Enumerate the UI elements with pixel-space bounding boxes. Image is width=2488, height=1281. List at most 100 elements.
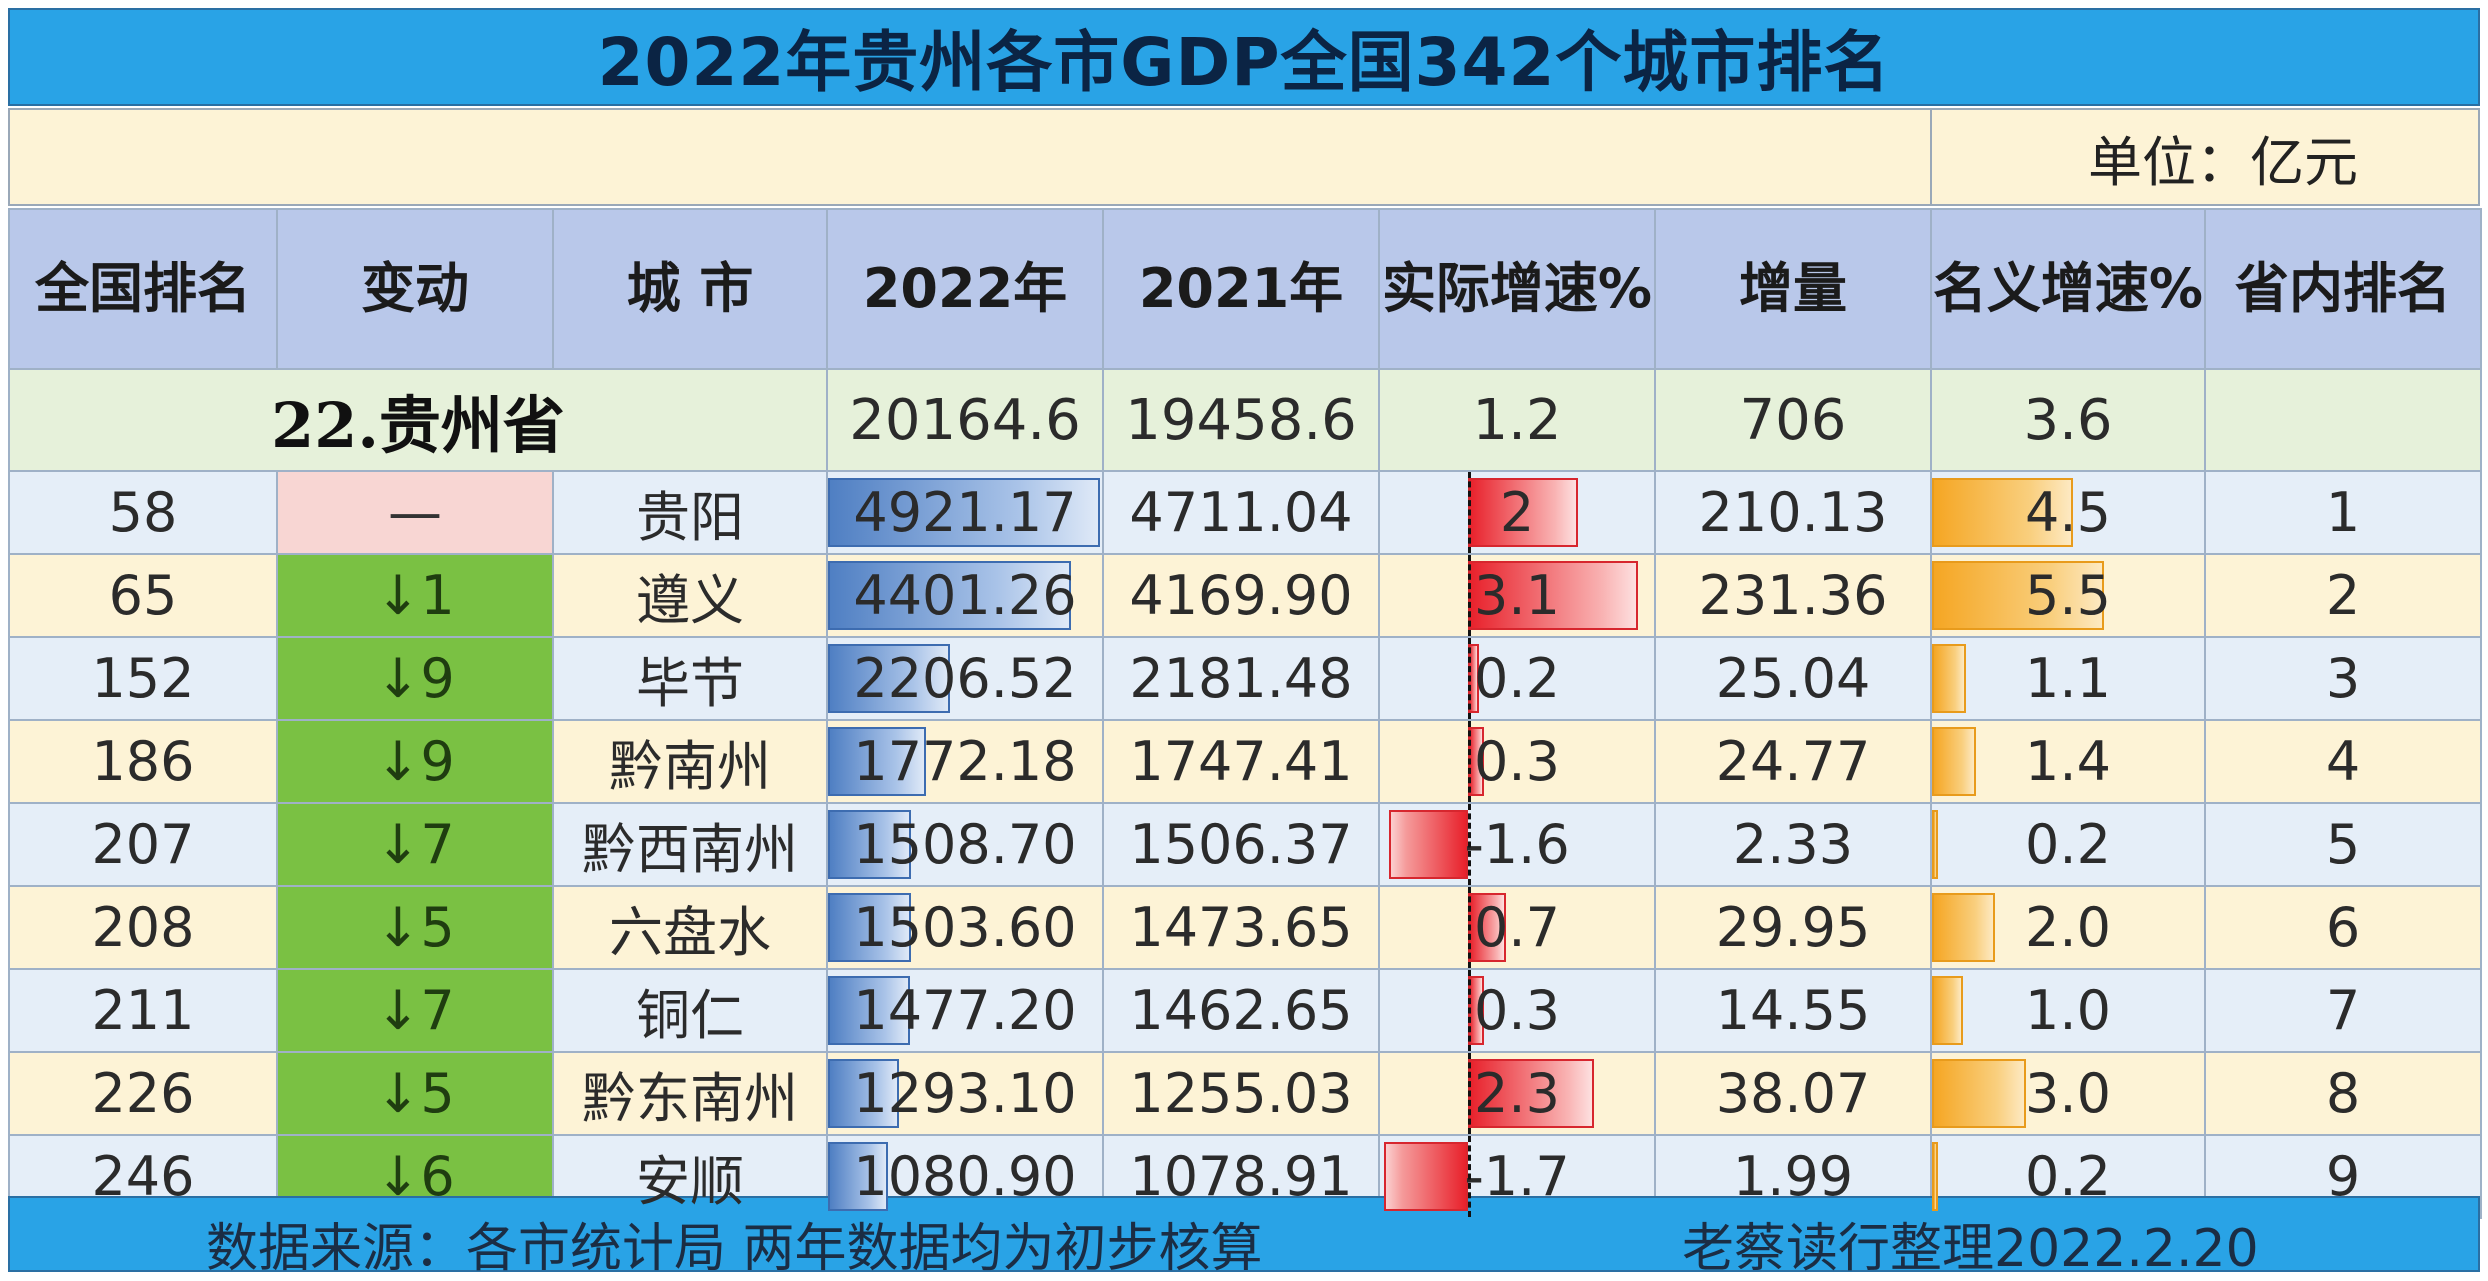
city-name-cell-value: 黔东南州	[582, 1067, 798, 1130]
increase-cell-value: 38.07	[1715, 1062, 1871, 1125]
increase-cell-value: 231.36	[1698, 564, 1888, 627]
national-rank-cell: 226	[8, 1051, 278, 1136]
change-cell: ↓7	[276, 802, 554, 887]
gdp-2022-cell: 4401.26	[826, 553, 1104, 638]
nominal-growth-cell-value: 0.2	[2025, 1145, 2111, 1208]
gdp-2021-cell: 1462.65	[1102, 968, 1380, 1053]
real-growth-zero-axis	[1468, 888, 1471, 967]
nominal-growth-cell: 1.0	[1930, 968, 2206, 1053]
table-row: 208 ↓5 六盘水 1503.60 1473.65 0.7 29.95 2.0 6	[8, 885, 2482, 970]
nominal-growth-bar	[1933, 644, 1967, 713]
footer-credit: 老蔡读行整理2022.2.20	[1682, 1219, 2259, 1279]
province-increase: 706	[1654, 368, 1932, 472]
gdp-2021-cell-value: 1078.91	[1129, 1145, 1353, 1208]
nominal-growth-cell: 1.4	[1930, 719, 2206, 804]
city-name-cell-value: 遵义	[636, 569, 744, 632]
real-growth-cell: 0.7	[1378, 885, 1656, 970]
change-cell-value: ↓9	[375, 730, 455, 793]
gdp-2021-cell-value: 4711.04	[1129, 481, 1353, 544]
nominal-growth-cell-value: 5.5	[2025, 564, 2111, 627]
province-rank-cell: 8	[2204, 1051, 2482, 1136]
real-growth-zero-axis	[1468, 556, 1471, 635]
nominal-growth-bar	[1933, 976, 1964, 1045]
national-rank-cell: 211	[8, 968, 278, 1053]
header-row: 全国排名 变动 城 市 2022年 2021年 实际增速% 增量 名义增速% 省…	[8, 208, 2482, 370]
city-name-cell-value: 毕节	[636, 652, 744, 715]
real-growth-zero-axis	[1468, 722, 1471, 801]
gdp-2022-bar	[829, 561, 1072, 630]
gdp-2022-cell: 1508.70	[826, 802, 1104, 887]
gdp-2022-cell-value: 1503.60	[853, 896, 1077, 959]
header-change: 变动	[276, 208, 554, 370]
real-growth-zero-axis	[1468, 473, 1471, 552]
table-row: 186 ↓9 黔南州 1772.18 1747.41 0.3 24.77 1.4 4	[8, 719, 2482, 804]
nominal-growth-cell: 4.5	[1930, 470, 2206, 555]
city-name-cell: 黔东南州	[552, 1051, 828, 1136]
province-rank-cell-value: 6	[2325, 896, 2361, 959]
gdp-2021-cell: 2181.48	[1102, 636, 1380, 721]
province-rank-cell: 7	[2204, 968, 2482, 1053]
nominal-growth-cell: 2.0	[1930, 885, 2206, 970]
table-row: 207 ↓7 黔西南州 1508.70 1506.37 -1.6 2.33 0.2 5	[8, 802, 2482, 887]
city-name-cell: 贵阳	[552, 470, 828, 555]
gdp-2021-cell: 4711.04	[1102, 470, 1380, 555]
province-rank-cell-value: 7	[2325, 979, 2361, 1042]
province-rank-cell	[2204, 368, 2482, 472]
gdp-2021-cell: 1255.03	[1102, 1051, 1380, 1136]
increase-cell: 231.36	[1654, 553, 1932, 638]
increase-cell-value: 25.04	[1715, 647, 1871, 710]
real-growth-zero-axis	[1468, 971, 1471, 1050]
header-gdp-2022: 2022年	[826, 208, 1104, 370]
gdp-2021-cell-value: 1462.65	[1129, 979, 1353, 1042]
nominal-growth-bar	[1933, 1142, 1939, 1211]
increase-cell-value: 1.99	[1732, 1145, 1854, 1208]
province-rank-cell: 1	[2204, 470, 2482, 555]
real-growth-cell-value: 0.2	[1474, 647, 1560, 710]
nominal-growth-cell-value: 1.4	[2025, 730, 2111, 793]
gdp-2022-cell-value: 1477.20	[853, 979, 1077, 1042]
gdp-2022-bar	[829, 644, 950, 713]
national-rank-cell-value: 246	[91, 1145, 195, 1208]
national-rank-cell-value: 58	[108, 481, 178, 544]
nominal-growth-bar	[1933, 810, 1939, 879]
nominal-growth-cell-value: 3.0	[2025, 1062, 2111, 1125]
increase-cell: 210.13	[1654, 470, 1932, 555]
city-name-cell-value: 安顺	[636, 1150, 744, 1213]
gdp-2022-cell-value: 4401.26	[853, 564, 1077, 627]
increase-cell-value: 210.13	[1698, 481, 1888, 544]
gdp-2022-cell: 1477.20	[826, 968, 1104, 1053]
national-rank-cell: 58	[8, 470, 278, 555]
table-row: 152 ↓9 毕节 2206.52 2181.48 0.2 25.04 1.1 3	[8, 636, 2482, 721]
city-name-cell-value: 黔西南州	[582, 818, 798, 881]
gdp-2021-cell: 1078.91	[1102, 1134, 1380, 1219]
province-rank-cell-value: 2	[2325, 564, 2361, 627]
gdp-2021-cell-value: 4169.90	[1129, 564, 1353, 627]
province-summary-row: 22.贵州省 20164.6 19458.6 1.2 706 3.6	[8, 368, 2482, 472]
change-cell-value: ↓1	[375, 564, 455, 627]
gdp-2022-bar	[829, 727, 926, 796]
city-name-cell-value: 六盘水	[609, 901, 771, 964]
province-rank-cell-value: 9	[2325, 1145, 2361, 1208]
gdp-2021-cell-value: 2181.48	[1129, 647, 1353, 710]
header-nominal-growth: 名义增速%	[1930, 208, 2206, 370]
real-growth-cell: 2.3	[1378, 1051, 1656, 1136]
province-rank-cell: 5	[2204, 802, 2482, 887]
real-growth-zero-axis	[1468, 1137, 1471, 1216]
gdp-2022-cell: 1080.90	[826, 1134, 1104, 1219]
gdp-2021-cell-value: 1506.37	[1129, 813, 1353, 876]
gdp-2022-cell: 2206.52	[826, 636, 1104, 721]
gdp-2022-cell-value: 2206.52	[853, 647, 1077, 710]
city-name-cell-value: 贵阳	[636, 486, 744, 549]
change-cell-value: ↓9	[375, 647, 455, 710]
change-cell-value: ↓7	[375, 979, 455, 1042]
gdp-2022-cell: 1772.18	[826, 719, 1104, 804]
national-rank-cell-value: 211	[91, 979, 195, 1042]
province-gdp-2021: 19458.6	[1102, 368, 1380, 472]
change-cell: ↓1	[276, 553, 554, 638]
table-row: 58 — 贵阳 4921.17 4711.04 2 210.13 4.5 1	[8, 470, 2482, 555]
nominal-growth-cell-value: 1.1	[2025, 647, 2111, 710]
nominal-growth-bar	[1933, 893, 1995, 962]
change-cell-value: ↓5	[375, 1062, 455, 1125]
change-cell: ↓7	[276, 968, 554, 1053]
